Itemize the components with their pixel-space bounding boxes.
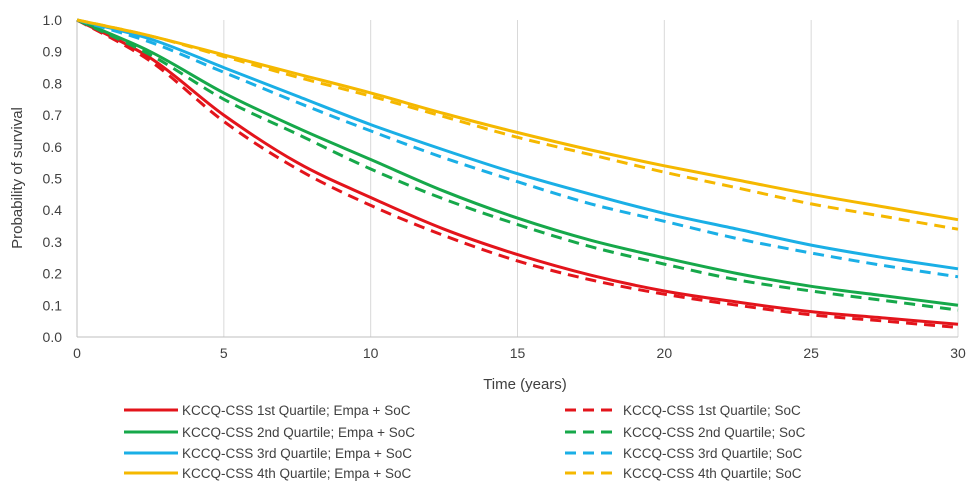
y-tick-label: 0.5 [43, 171, 63, 187]
y-axis-ticks: 0.0 0.1 0.2 0.3 0.4 0.5 0.6 0.7 0.8 0.9 1.0 [43, 12, 63, 345]
legend-label-6: KCCQ-CSS 2nd Quartile; SoC [623, 425, 806, 440]
y-tick-label: 0.0 [43, 329, 63, 345]
series-line-3 [76, 18, 959, 271]
series-line-7 [76, 18, 959, 279]
y-tick-label: 0.4 [43, 202, 63, 218]
series-line-8 [76, 18, 959, 231]
y-axis-label: Probability of survival [9, 107, 26, 249]
x-tick-label: 0 [73, 345, 81, 361]
legend-label-8: KCCQ-CSS 4th Quartile; SoC [623, 466, 802, 481]
x-axis-ticks: 0 5 10 15 20 25 30 [73, 345, 966, 361]
y-tick-label: 0.1 [43, 297, 63, 313]
legend: KCCQ-CSS 1st Quartile; Empa + SoC KCCQ-CS… [124, 403, 806, 481]
x-tick-label: 25 [803, 345, 819, 361]
y-tick-label: 0.8 [43, 75, 63, 91]
x-tick-label: 10 [363, 345, 379, 361]
series-line-6 [76, 18, 959, 312]
legend-label-1: KCCQ-CSS 1st Quartile; Empa + SoC [182, 403, 411, 418]
series-line-2 [76, 18, 959, 307]
series-lines [76, 18, 959, 329]
legend-label-3: KCCQ-CSS 3rd Quartile; Empa + SoC [182, 446, 412, 461]
axes [76, 20, 958, 338]
legend-label-7: KCCQ-CSS 3rd Quartile; SoC [623, 446, 803, 461]
y-tick-label: 0.3 [43, 234, 63, 250]
x-tick-label: 30 [950, 345, 966, 361]
vertical-gridlines [223, 20, 959, 337]
y-tick-label: 0.6 [43, 139, 63, 155]
series-line-4 [76, 18, 959, 222]
y-tick-label: 0.2 [43, 266, 63, 282]
legend-label-2: KCCQ-CSS 2nd Quartile; Empa + SoC [182, 425, 415, 440]
series-line-1 [76, 18, 959, 326]
x-tick-label: 20 [657, 345, 673, 361]
y-tick-label: 0.9 [43, 44, 63, 60]
x-tick-label: 5 [220, 345, 228, 361]
x-axis-label: Time (years) [483, 376, 567, 393]
y-tick-label: 1.0 [43, 12, 63, 28]
y-tick-label: 0.7 [43, 107, 63, 123]
legend-label-5: KCCQ-CSS 1st Quartile; SoC [623, 403, 801, 418]
legend-label-4: KCCQ-CSS 4th Quartile; Empa + SoC [182, 466, 411, 481]
x-tick-label: 15 [510, 345, 526, 361]
